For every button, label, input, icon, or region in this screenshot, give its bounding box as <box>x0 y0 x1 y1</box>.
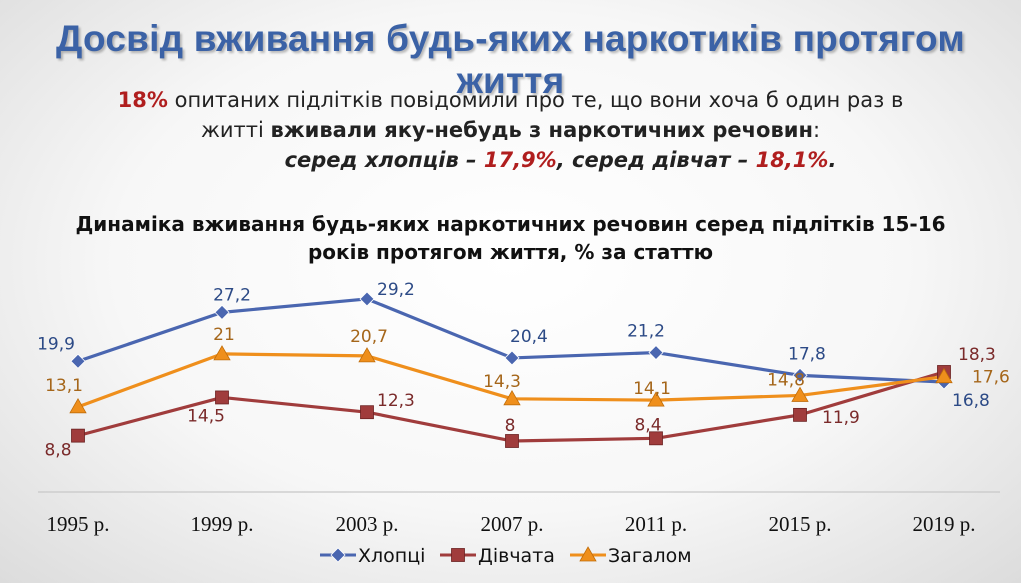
x-tick-label: 2011 р. <box>625 512 687 536</box>
summary-line-3: серед хлопців – 17,9%, серед дівчат – 18… <box>0 148 1021 172</box>
legend-label: Хлопці <box>358 545 425 567</box>
chart-title-line-2: років протягом життя, % за статтю <box>307 240 714 264</box>
data-label: 19,9 <box>37 334 75 354</box>
legend-label: Дівчата <box>478 545 555 567</box>
summary-percent: 18% <box>117 88 168 112</box>
legend-label: Загалом <box>608 545 692 567</box>
x-tick-label: 1995 р. <box>47 512 110 536</box>
data-point-2-4 <box>647 391 665 407</box>
x-tick-label: 2019 р. <box>913 512 976 536</box>
data-point-2-0 <box>69 398 87 414</box>
page-title: Досвід вживання будь-яких наркотиків про… <box>56 18 965 101</box>
chart-title-line-1: Динаміка вживання будь-яких наркотичних … <box>75 212 946 236</box>
data-point-2-6 <box>935 367 953 384</box>
data-point-0-3 <box>504 350 520 366</box>
data-label: 14,3 <box>483 372 521 392</box>
summary-line-1-text: опитаних підлітків повідомили про те, що… <box>167 88 904 112</box>
data-point-2-3 <box>503 389 521 406</box>
data-point-0-1 <box>214 304 230 320</box>
data-label: 20,7 <box>350 327 388 347</box>
data-label: 17,8 <box>788 344 826 364</box>
legend-marker <box>579 546 597 562</box>
legend-marker <box>330 547 346 563</box>
x-tick-label: 2003 р. <box>336 512 399 536</box>
x-tick-label: 2015 р. <box>769 512 832 536</box>
data-point-1-0 <box>71 428 85 443</box>
summary-line-1: 18% опитаних підлітків повідомили про те… <box>0 88 1021 112</box>
data-point-2-2 <box>358 347 376 363</box>
data-point-1-1 <box>215 390 229 405</box>
data-label: 8,4 <box>634 415 661 435</box>
x-tick-label: 1999 р. <box>191 512 254 536</box>
data-label: 18,3 <box>958 345 996 365</box>
summary-girls-value: 18,1% <box>755 148 829 172</box>
summary-line-2: житті вживали яку-небудь з наркотичних р… <box>0 118 1021 142</box>
data-point-1-5 <box>793 407 807 422</box>
data-point-0-4 <box>648 344 664 361</box>
data-label: 14,1 <box>633 379 671 399</box>
data-point-0-0 <box>70 353 86 369</box>
data-point-0-2 <box>359 291 375 307</box>
data-point-2-1 <box>213 345 231 361</box>
summary-line-2-text: житті <box>200 118 271 142</box>
data-label: 21,2 <box>627 322 665 342</box>
data-point-1-3 <box>505 434 519 448</box>
data-label: 21 <box>213 325 235 345</box>
summary-line-2-end: : <box>812 118 821 142</box>
legend-marker <box>451 548 465 562</box>
data-point-1-2 <box>360 405 374 420</box>
data-label: 14,5 <box>187 406 225 426</box>
summary-boys-label: серед хлопців – <box>284 148 484 172</box>
data-label: 16,8 <box>952 391 990 411</box>
data-label: 11,9 <box>822 408 860 428</box>
data-point-0-5 <box>792 367 808 383</box>
data-point-1-4 <box>649 431 663 446</box>
data-label: 13,1 <box>45 376 83 396</box>
data-label: 20,4 <box>510 327 548 347</box>
data-label: 17,6 <box>972 368 1010 388</box>
data-label: 27,2 <box>213 285 251 305</box>
data-label: 8,8 <box>44 441 71 461</box>
summary-boys-value: 17,9% <box>483 148 557 172</box>
summary-line-3-end: . <box>828 148 837 172</box>
x-tick-label: 2007 р. <box>481 512 544 536</box>
data-point-2-5 <box>791 386 809 402</box>
data-label: 12,3 <box>377 391 415 411</box>
summary-line-2-bold: вживали яку-небудь з наркотичних речовин <box>270 118 813 142</box>
summary-girls-label: , серед дівчат – <box>556 148 756 172</box>
data-label: 29,2 <box>377 280 415 300</box>
data-label: 8 <box>505 416 516 436</box>
data-label: 14,8 <box>767 370 805 390</box>
